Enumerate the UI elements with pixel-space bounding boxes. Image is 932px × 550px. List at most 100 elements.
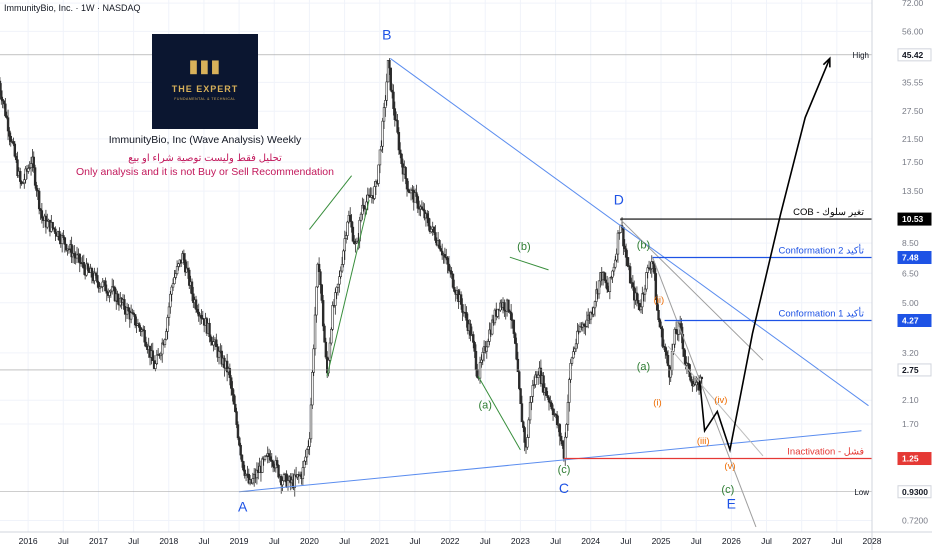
candle-body	[608, 277, 612, 292]
candle-body	[267, 453, 271, 457]
trendline	[619, 219, 764, 361]
candle-body	[491, 319, 494, 335]
level-label: COB - تغير سلوك	[793, 207, 864, 218]
candle-body	[340, 264, 344, 272]
candle-body	[624, 248, 628, 258]
candle-body	[151, 350, 154, 361]
candle-body	[674, 328, 678, 334]
candle-body	[73, 253, 76, 257]
candle-body	[271, 461, 275, 467]
candle-body	[559, 435, 563, 442]
candle-body	[123, 299, 126, 310]
candle-body	[86, 263, 90, 270]
candle-body	[566, 402, 570, 425]
candle-body	[564, 436, 567, 459]
candle-body	[220, 350, 223, 365]
candle-body	[16, 159, 19, 177]
candle-body	[167, 306, 171, 318]
candle-body	[618, 232, 621, 234]
candle-body	[534, 374, 537, 385]
candle-body	[393, 108, 397, 121]
candle-body	[549, 401, 552, 404]
analysis-title: ImmunityBio, Inc (Wave Analysis) Weekly	[108, 134, 302, 146]
wave-label: (ii)	[654, 295, 665, 306]
candle-body	[582, 323, 586, 327]
candle-body	[40, 210, 44, 219]
candle-body	[394, 119, 398, 121]
candle-body	[229, 377, 233, 389]
candle-body	[311, 372, 314, 406]
candle-body	[653, 263, 656, 274]
candle-body	[388, 60, 391, 69]
candle-body	[154, 363, 157, 369]
wave-label: A	[238, 499, 248, 515]
candle-body	[51, 222, 54, 229]
candle-body	[542, 375, 545, 393]
candle-body	[664, 346, 667, 352]
x-tick-label: 2019	[230, 536, 249, 546]
candle-body	[378, 149, 382, 166]
candle-body	[277, 464, 280, 478]
candle-body	[650, 261, 653, 269]
candle-body	[346, 221, 349, 236]
candle-body	[331, 305, 334, 330]
candle-body	[434, 232, 437, 241]
candle-body	[208, 322, 211, 338]
candle-body	[532, 384, 536, 386]
candle-body	[611, 270, 614, 278]
candle-body	[446, 257, 449, 265]
candle-body	[110, 286, 114, 292]
candle-body	[5, 115, 8, 119]
candle-body	[321, 300, 325, 327]
x-tick-label: 2021	[370, 536, 389, 546]
candle-body	[392, 91, 395, 109]
candle-body	[481, 351, 484, 361]
candle-body	[639, 306, 643, 311]
candle-body	[585, 319, 589, 327]
candle-body	[527, 419, 530, 438]
trendline	[667, 345, 764, 457]
candle-body	[449, 270, 452, 272]
wave-label: C	[559, 480, 569, 496]
candle-body	[565, 424, 568, 438]
candle-body	[228, 368, 232, 378]
candle-body	[390, 89, 394, 93]
candle-body	[680, 323, 683, 335]
candle-body	[397, 132, 401, 151]
candle-body	[635, 292, 639, 301]
x-tick-label: Jul	[409, 536, 420, 546]
candle-body	[269, 456, 272, 461]
candle-body	[90, 268, 94, 278]
candle-body	[380, 145, 383, 151]
candle-body	[426, 213, 429, 219]
candle-body	[614, 259, 617, 268]
candle-body	[399, 149, 402, 155]
candle-body	[646, 267, 649, 273]
candle-body	[282, 474, 286, 482]
x-tick-label: Jul	[480, 536, 491, 546]
candle-body	[12, 141, 15, 145]
y-tick-label: 17.50	[902, 157, 924, 167]
candle-body	[166, 317, 169, 332]
y-tick-label: 2.10	[902, 395, 919, 405]
candle-body	[315, 286, 318, 316]
candle-body	[93, 272, 96, 282]
wave-label: (b)	[637, 240, 650, 252]
candle-body	[518, 371, 521, 389]
candle-body	[595, 289, 598, 302]
candle-body	[67, 248, 71, 250]
candle-body	[622, 227, 625, 247]
candle-body	[687, 363, 690, 365]
candle-body	[155, 354, 159, 365]
x-tick-label: 2023	[511, 536, 530, 546]
candle-body	[415, 192, 418, 197]
candle-body	[143, 329, 146, 343]
candle-body	[65, 244, 68, 251]
candle-body	[353, 240, 356, 244]
candle-body	[197, 311, 200, 317]
candle-body	[683, 348, 686, 357]
candle-body	[480, 359, 483, 363]
candle-body	[14, 155, 18, 161]
candle-body	[212, 341, 215, 346]
